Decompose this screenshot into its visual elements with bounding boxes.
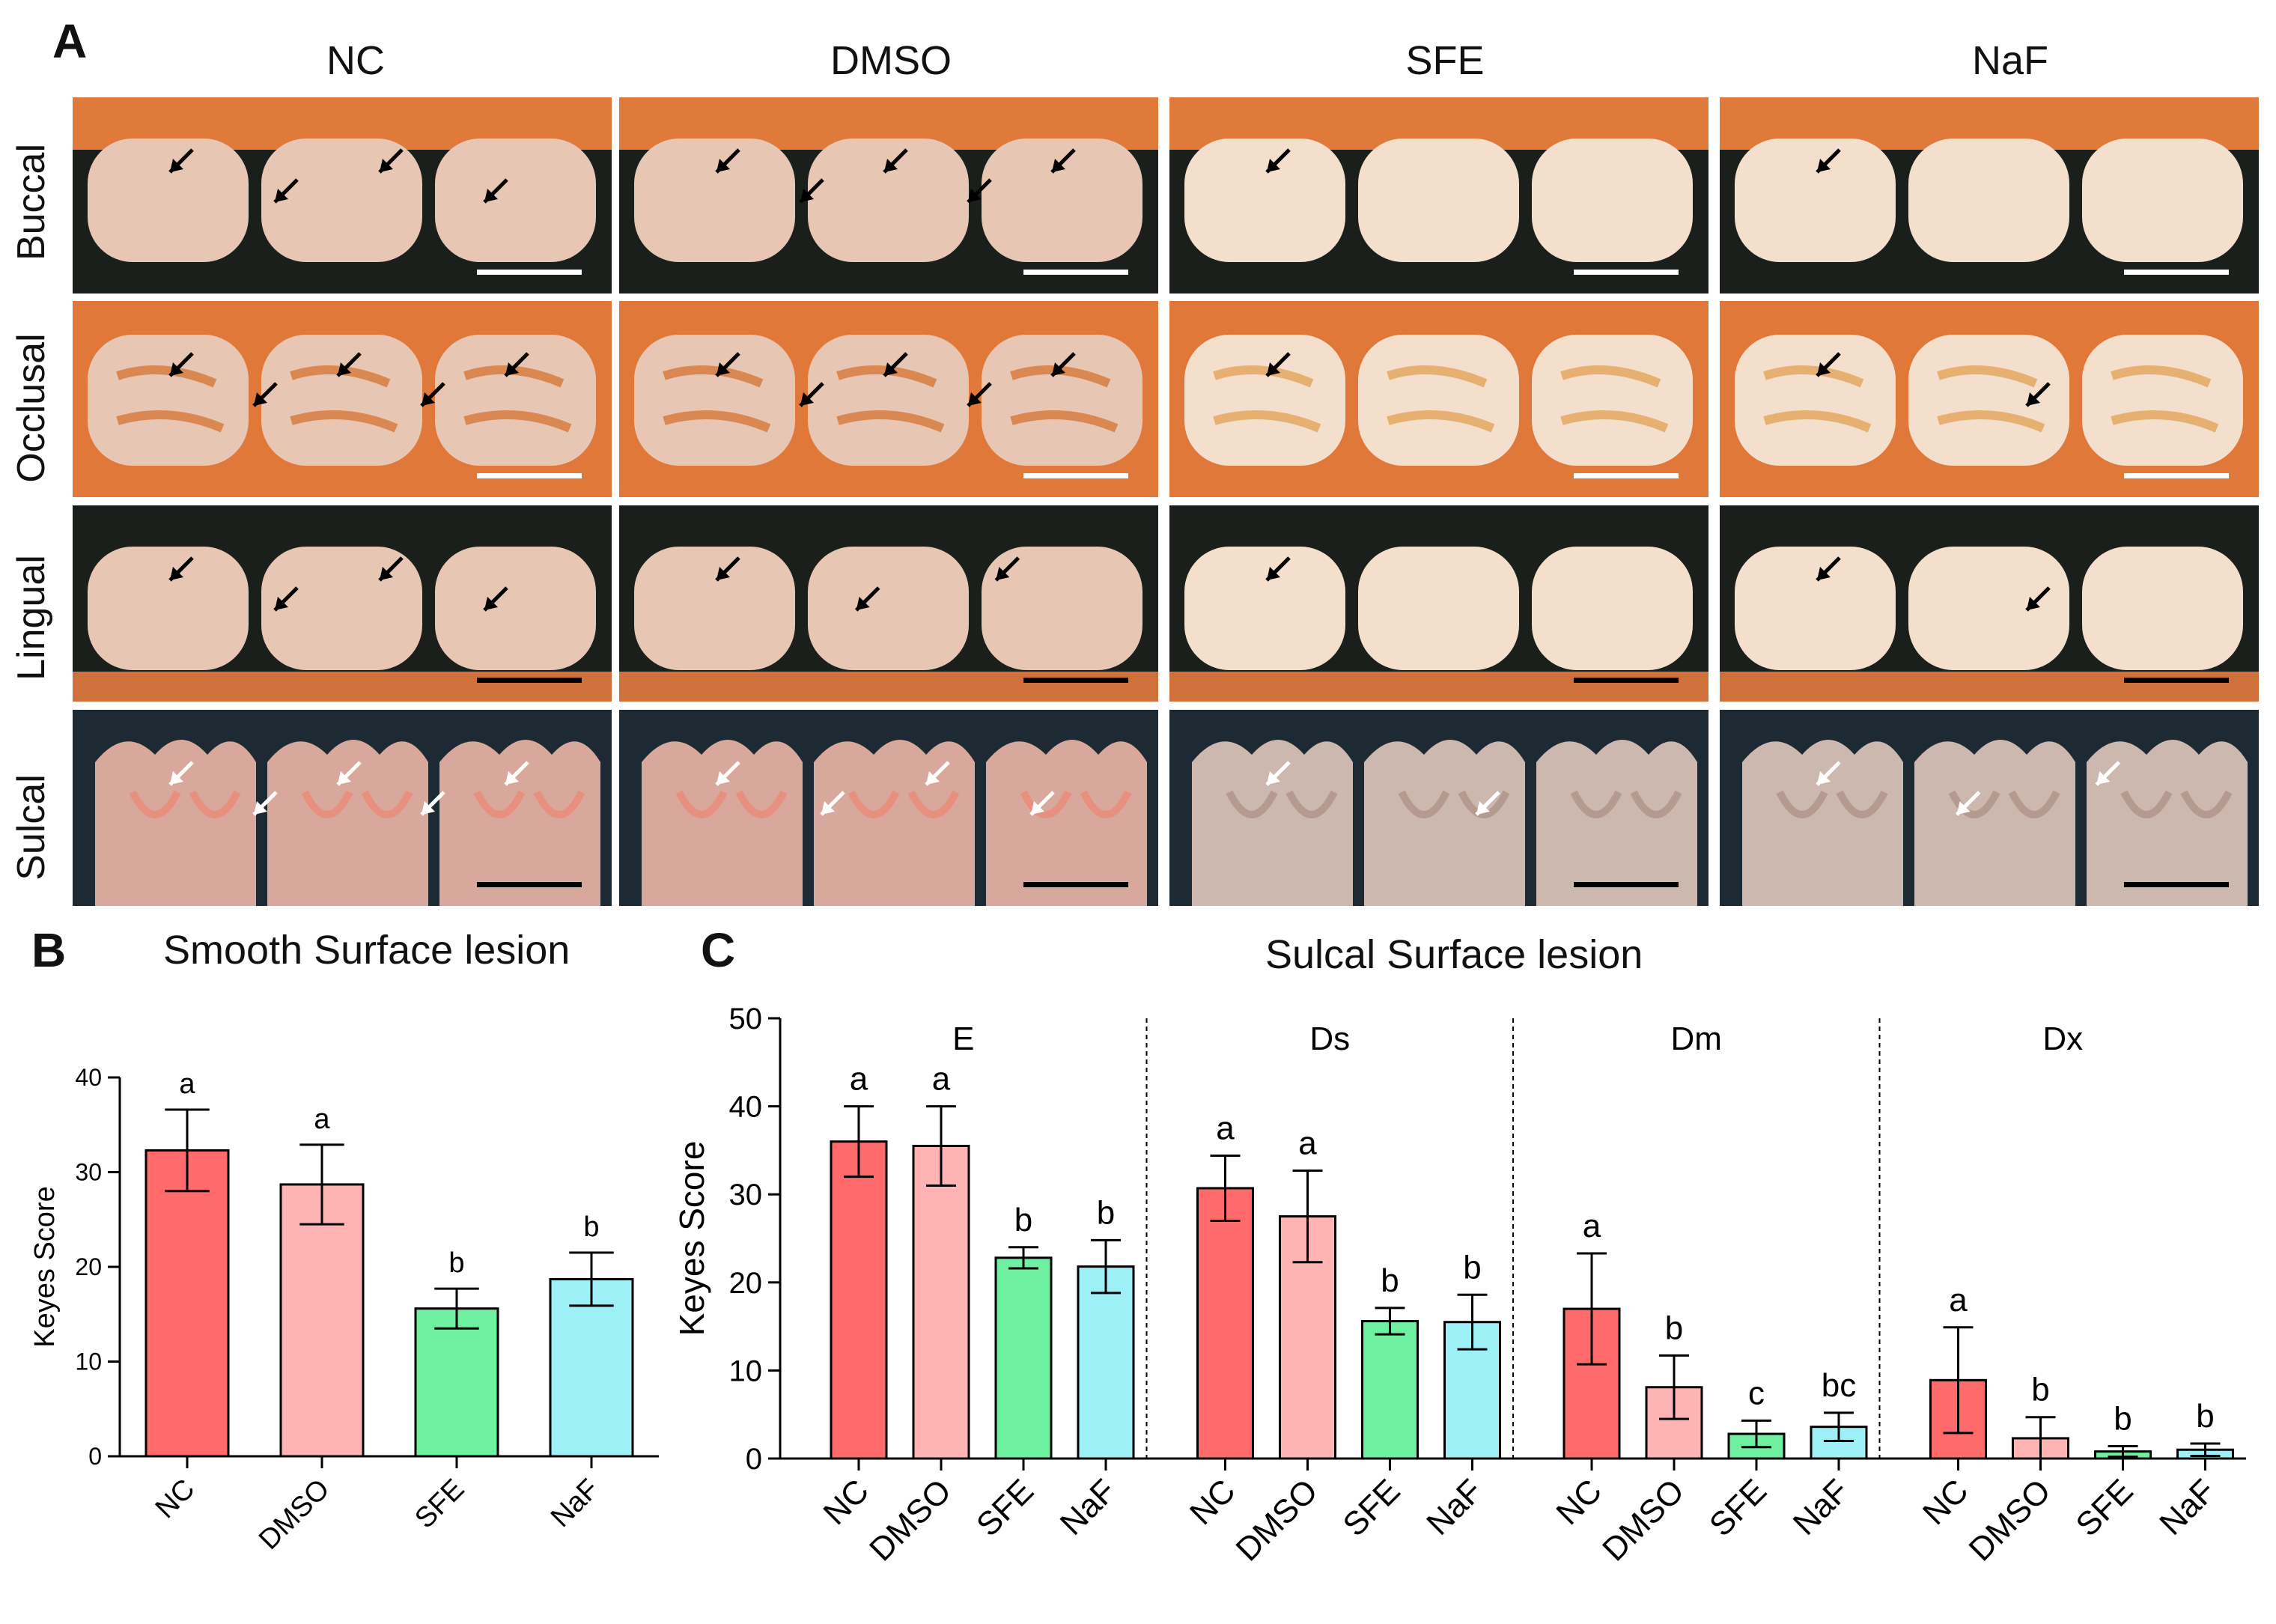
chart-c-y-tick-label-3: 30 — [729, 1179, 763, 1211]
panel-label-b: B — [31, 923, 67, 977]
chart-c-ds-x-label-sfe: SFE — [1336, 1472, 1407, 1543]
photo-occlusal-nc — [73, 301, 612, 497]
photo-buccal-naf — [1720, 97, 2259, 294]
row-header-sulcal: Sulcal — [10, 774, 53, 881]
chart-c-ds-x-label-nc: NC — [1183, 1472, 1243, 1532]
photo-occlusal-dmso — [619, 301, 1158, 497]
chart-c-y-tick-label-1: 10 — [729, 1354, 763, 1387]
chart-b: 0 10 20 30 40 Keyes Score a NC a DMSO b SFE b NaF — [29, 1064, 659, 1556]
row-header-occlusal: Occlusal — [10, 333, 53, 483]
chart-b-sfe-significance-letter: b — [448, 1247, 464, 1279]
chart-c-dm-x-label-naf: NaF — [1786, 1472, 1856, 1542]
chart-c-y-tick-label-0: 0 — [746, 1443, 762, 1476]
photo-sulcal-dmso — [619, 710, 1158, 906]
chart-c-e-dmso-significance-letter: a — [932, 1061, 951, 1098]
panel-label-c: C — [701, 923, 736, 977]
chart-c-e-dmso-bar — [912, 1145, 970, 1460]
photo-sulcal-sfe — [1169, 710, 1708, 906]
chart-b-x-label-dmso: DMSO — [253, 1474, 335, 1556]
chart-c-ds-nc-significance-letter: a — [1216, 1110, 1235, 1146]
chart-c-dx-sfe-significance-letter: b — [2114, 1401, 2132, 1438]
chart-b-y-tick-label-1: 10 — [75, 1348, 102, 1375]
chart-c-e-sfe-bar — [994, 1256, 1053, 1460]
chart-c-dm-x-label-nc: NC — [1549, 1472, 1609, 1532]
chart-c-dx-x-label-nc: NC — [1916, 1472, 1976, 1532]
chart-b-naf-bar — [549, 1277, 634, 1458]
chart-c-e-x-label-nc: NC — [816, 1472, 876, 1532]
photo-lingual-naf — [1720, 505, 2259, 702]
chart-c-dx-x-label-sfe: SFE — [2069, 1472, 2140, 1543]
chart-b-x-label-nc: NC — [150, 1474, 201, 1525]
chart-c-e-naf-significance-letter: b — [1097, 1194, 1115, 1231]
chart-b-y-tick-label-3: 30 — [75, 1159, 102, 1186]
chart-c-y-tick-label-4: 40 — [729, 1091, 763, 1124]
chart-c-e-x-label-naf: NaF — [1053, 1472, 1123, 1542]
chart-c-group-label-dx: Dx — [2042, 1021, 2083, 1057]
chart-c-ds-x-label-dmso: DMSO — [1229, 1472, 1325, 1568]
row-header-buccal: Buccal — [10, 143, 53, 261]
chart-c-ds-naf-significance-letter: b — [1463, 1249, 1481, 1286]
chart-b-nc-significance-letter: a — [179, 1068, 195, 1100]
chart-c-dx-x-label-naf: NaF — [2152, 1472, 2222, 1542]
photo-lingual-nc — [73, 505, 612, 702]
chart-c-ds-sfe-significance-letter: b — [1381, 1262, 1399, 1299]
chart-c-dx-nc-significance-letter: a — [1949, 1282, 1968, 1319]
chart-c-y-axis-label: Keyes Score — [672, 1141, 711, 1336]
chart-c-e-naf-bar — [1077, 1265, 1135, 1460]
chart-b-y-tick-label-2: 20 — [75, 1253, 102, 1280]
chart-c-ds-x-label-naf: NaF — [1420, 1472, 1489, 1542]
photo-sulcal-nc — [73, 710, 612, 906]
chart-b-nc-bar — [144, 1149, 230, 1458]
chart-c-dx-naf-significance-letter: b — [2196, 1398, 2214, 1435]
chart-c-title: Sulcal Surface lesion — [1265, 932, 1643, 977]
chart-c-e-x-label-dmso: DMSO — [862, 1472, 958, 1568]
chart-c-ds-sfe-bar — [1361, 1320, 1419, 1460]
photo-lingual-sfe — [1169, 505, 1708, 702]
chart-c-group-label-e: E — [952, 1021, 974, 1057]
chart-c-y-tick-label-5: 50 — [729, 1003, 763, 1035]
photo-sulcal-naf — [1720, 710, 2259, 906]
chart-c-dm-dmso-significance-letter: b — [1665, 1310, 1683, 1346]
chart-c-e-sfe-significance-letter: b — [1014, 1202, 1032, 1238]
column-header-nc: NC — [326, 38, 385, 83]
column-header-dmso: DMSO — [830, 38, 952, 83]
chart-c-group-label-ds: Ds — [1309, 1021, 1350, 1057]
chart-c-e-nc-bar — [830, 1140, 888, 1460]
panel-label-a: A — [52, 14, 88, 68]
chart-c-dm-nc-significance-letter: a — [1583, 1208, 1601, 1244]
photo-buccal-sfe — [1169, 97, 1708, 294]
chart-c-dm-x-label-dmso: DMSO — [1595, 1472, 1691, 1568]
column-header-sfe: SFE — [1405, 38, 1485, 83]
photo-occlusal-naf — [1720, 301, 2259, 497]
photo-buccal-nc — [73, 97, 612, 294]
chart-b-y-tick-label-0: 0 — [88, 1443, 102, 1470]
chart-c-dm-x-label-sfe: SFE — [1703, 1472, 1774, 1543]
chart-b-dmso-significance-letter: a — [314, 1104, 330, 1135]
chart-c-y-tick-label-2: 20 — [729, 1267, 763, 1300]
chart-c-dx-dmso-significance-letter: b — [2031, 1372, 2049, 1408]
chart-c-dm-naf-significance-letter: bc — [1822, 1367, 1856, 1404]
photo-lingual-dmso — [619, 505, 1158, 702]
chart-b-y-tick-label-4: 40 — [75, 1064, 102, 1091]
chart-c-ds-dmso-significance-letter: a — [1298, 1125, 1317, 1161]
chart-b-naf-significance-letter: b — [583, 1211, 599, 1243]
chart-b-title: Smooth Surface lesion — [163, 928, 570, 973]
chart-c-e-x-label-sfe: SFE — [970, 1472, 1041, 1543]
column-header-naf: NaF — [1971, 38, 2048, 83]
photo-occlusal-sfe — [1169, 301, 1708, 497]
chart-c-dm-sfe-significance-letter: c — [1748, 1375, 1765, 1411]
chart-c-group-label-dm: Dm — [1671, 1021, 1722, 1057]
row-header-lingual: Lingual — [10, 555, 53, 681]
chart-b-sfe-bar — [414, 1307, 499, 1458]
chart-c-dx-x-label-dmso: DMSO — [1962, 1472, 2058, 1568]
chart-c: 0 10 20 30 40 50 Keyes Score Ea NC a DMSO b SFE b NaF D… — [672, 1003, 2246, 1568]
photo-buccal-dmso — [619, 97, 1158, 294]
chart-b-x-label-naf: NaF — [545, 1474, 605, 1533]
chart-b-dmso-bar — [279, 1183, 365, 1458]
chart-b-y-axis-label: Keyes Score — [29, 1186, 61, 1347]
chart-b-x-label-sfe: SFE — [409, 1474, 470, 1535]
chart-c-e-nc-significance-letter: a — [850, 1061, 868, 1098]
chart-c-ds-nc-bar — [1196, 1187, 1254, 1460]
